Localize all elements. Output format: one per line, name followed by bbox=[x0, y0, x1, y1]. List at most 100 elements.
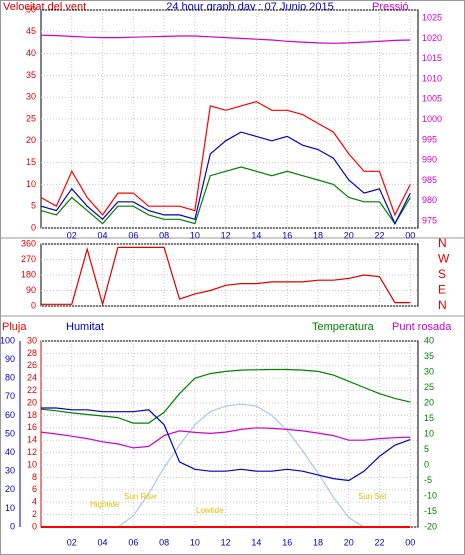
x-tick-label: 06 bbox=[128, 537, 138, 547]
y-tick-label: 50 bbox=[26, 4, 36, 14]
y-tick-label: 24 bbox=[27, 373, 37, 383]
y2-tick-label: -10 bbox=[424, 490, 437, 500]
x-tick-label: 18 bbox=[313, 230, 323, 240]
x-tick-label: 20 bbox=[344, 537, 354, 547]
legend-label: Punt rosada bbox=[392, 321, 452, 333]
y2-tick-label: 980 bbox=[422, 195, 437, 205]
y2-tick-label: 30 bbox=[424, 366, 434, 376]
y2-tick-label: S bbox=[438, 267, 446, 281]
y2-tick-label: W bbox=[438, 252, 450, 266]
y2-tick-label: 5 bbox=[424, 444, 429, 454]
y2-tick-label: 1010 bbox=[422, 73, 442, 83]
y2-tick-label: 1005 bbox=[422, 94, 442, 104]
y2-tick-label: 1020 bbox=[422, 33, 442, 43]
y-tick-label: 20 bbox=[26, 135, 36, 145]
y-tick-label: 18 bbox=[27, 410, 37, 420]
plot-area bbox=[40, 243, 419, 307]
y-tick-label: 14 bbox=[27, 435, 37, 445]
x-tick-label: 18 bbox=[313, 537, 323, 547]
y-tick-label: 0 bbox=[31, 222, 36, 232]
data-line bbox=[40, 100, 411, 217]
x-tick-label: 14 bbox=[251, 537, 261, 547]
y-tick-label: 22 bbox=[27, 385, 37, 395]
y2-tick-label: 25 bbox=[424, 382, 434, 392]
y-tick-label: 4 bbox=[32, 497, 37, 507]
y-tick-label: 16 bbox=[27, 422, 37, 432]
y3-tick-label: 20 bbox=[5, 484, 15, 494]
annotation: Hightide bbox=[90, 500, 120, 509]
y3-tick-label: 0 bbox=[10, 521, 15, 531]
y-tick-label: 30 bbox=[27, 335, 37, 345]
x-tick-label: 22 bbox=[375, 537, 385, 547]
x-tick-label: 14 bbox=[251, 230, 261, 240]
y2-tick-label: 40 bbox=[424, 335, 434, 345]
data-line bbox=[40, 368, 411, 424]
y-tick-label: 12 bbox=[27, 447, 37, 457]
y-tick-label: 180 bbox=[21, 269, 36, 279]
y-tick-label: 25 bbox=[26, 113, 36, 123]
y2-tick-label: 990 bbox=[422, 155, 437, 165]
y2-tick-label: 1025 bbox=[422, 12, 442, 22]
y3-tick-label: 60 bbox=[5, 410, 15, 420]
y2-tick-label: N bbox=[438, 236, 447, 250]
y-tick-label: 6 bbox=[32, 484, 37, 494]
y2-tick-label: -20 bbox=[424, 521, 437, 531]
y2-tick-label: 20 bbox=[424, 397, 434, 407]
x-tick-label: 20 bbox=[344, 230, 354, 240]
x-tick-label: 04 bbox=[98, 230, 108, 240]
annotation: Sun Rise bbox=[124, 492, 157, 501]
y2-tick-label: N bbox=[438, 298, 447, 312]
x-tick-label: 08 bbox=[159, 537, 169, 547]
y-tick-label: 45 bbox=[26, 26, 36, 36]
y2-tick-label: 975 bbox=[422, 215, 437, 225]
y3-tick-label: 100 bbox=[0, 335, 15, 345]
legend-label: Humitat bbox=[66, 321, 104, 333]
y-tick-label: 8 bbox=[32, 472, 37, 482]
plot-area bbox=[40, 340, 419, 528]
y2-tick-label: E bbox=[438, 283, 446, 297]
y-tick-label: 5 bbox=[31, 201, 36, 211]
y3-tick-label: 80 bbox=[5, 373, 15, 383]
y-tick-label: 28 bbox=[27, 348, 37, 358]
y2-tick-label: 0 bbox=[424, 459, 429, 469]
y2-tick-label: 10 bbox=[424, 428, 434, 438]
x-tick-label: 08 bbox=[159, 230, 169, 240]
data-line bbox=[40, 427, 411, 449]
legend-label: Pluja bbox=[2, 321, 27, 333]
y-tick-label: 10 bbox=[26, 179, 36, 189]
plot-area bbox=[40, 9, 419, 229]
y-tick-label: 360 bbox=[21, 238, 36, 248]
y-tick-label: 0 bbox=[31, 300, 36, 310]
y3-tick-label: 10 bbox=[5, 503, 15, 513]
x-tick-label: 00 bbox=[405, 230, 415, 240]
y-tick-label: 0 bbox=[32, 521, 37, 531]
data-line bbox=[41, 407, 411, 482]
data-line bbox=[41, 246, 411, 307]
y-tick-label: 40 bbox=[26, 48, 36, 58]
y-tick-label: 20 bbox=[27, 397, 37, 407]
y2-tick-label: 1000 bbox=[422, 114, 442, 124]
y3-tick-label: 50 bbox=[5, 428, 15, 438]
y-tick-label: 15 bbox=[26, 157, 36, 167]
y-tick-label: 30 bbox=[26, 92, 36, 102]
y2-tick-label: 985 bbox=[422, 175, 437, 185]
x-tick-label: 02 bbox=[67, 537, 77, 547]
annotation: Sun Set bbox=[358, 492, 387, 501]
x-tick-label: 22 bbox=[375, 230, 385, 240]
y3-tick-label: 90 bbox=[5, 354, 15, 364]
y3-tick-label: 70 bbox=[5, 391, 15, 401]
y2-tick-label: -15 bbox=[424, 506, 437, 516]
y3-tick-label: 40 bbox=[5, 447, 15, 457]
x-tick-label: 06 bbox=[128, 230, 138, 240]
data-line bbox=[40, 34, 411, 44]
y-tick-label: 35 bbox=[26, 70, 36, 80]
x-tick-label: 16 bbox=[282, 537, 292, 547]
y-tick-label: 90 bbox=[26, 285, 36, 295]
y-tick-label: 2 bbox=[32, 509, 37, 519]
y2-tick-label: 35 bbox=[424, 351, 434, 361]
x-tick-label: 12 bbox=[221, 230, 231, 240]
y2-tick-label: 1015 bbox=[422, 53, 442, 63]
x-tick-label: 16 bbox=[282, 230, 292, 240]
y2-tick-label: 15 bbox=[424, 413, 434, 423]
